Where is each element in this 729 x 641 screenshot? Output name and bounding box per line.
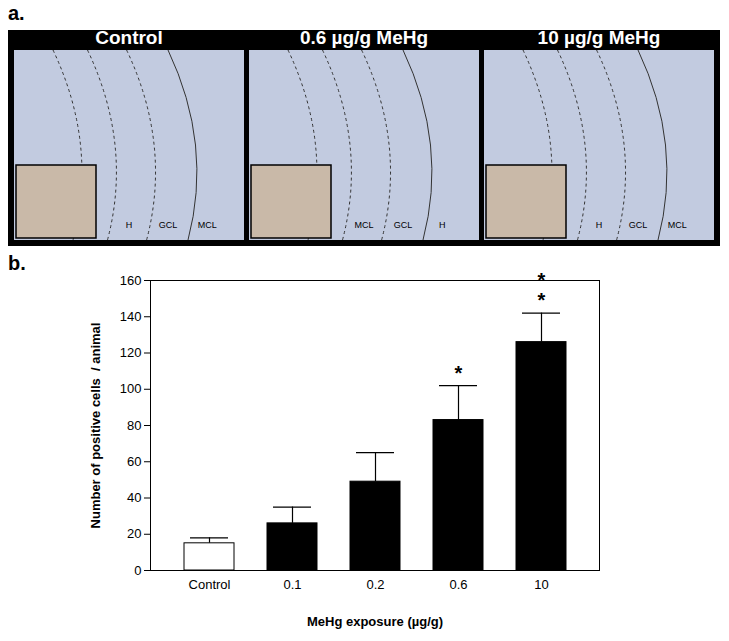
svg-text:20: 20 bbox=[127, 526, 141, 541]
svg-text:H: H bbox=[596, 220, 603, 230]
svg-text:80: 80 bbox=[127, 418, 141, 433]
svg-text:MCL: MCL bbox=[668, 220, 687, 230]
svg-text:0.1: 0.1 bbox=[283, 577, 301, 592]
svg-text:H: H bbox=[439, 220, 446, 230]
svg-text:GCL: GCL bbox=[629, 220, 648, 230]
svg-text:140: 140 bbox=[120, 309, 142, 324]
svg-text:40: 40 bbox=[127, 490, 141, 505]
svg-text:120: 120 bbox=[120, 345, 142, 360]
svg-text:0.6 µg/g MeHg: 0.6 µg/g MeHg bbox=[300, 27, 428, 48]
svg-text:0.2: 0.2 bbox=[366, 577, 384, 592]
svg-text:160: 160 bbox=[120, 273, 142, 288]
svg-text:0: 0 bbox=[134, 563, 141, 578]
svg-text:Control: Control bbox=[189, 577, 231, 592]
svg-text:a.: a. bbox=[8, 2, 25, 24]
svg-text:60: 60 bbox=[127, 454, 141, 469]
svg-text:100: 100 bbox=[120, 381, 142, 396]
html-text:b.: b. bbox=[8, 252, 26, 274]
svg-text:GCL: GCL bbox=[394, 220, 413, 230]
svg-text:Control: Control bbox=[95, 27, 163, 48]
svg-text:H: H bbox=[126, 220, 133, 230]
svg-text:10: 10 bbox=[534, 577, 548, 592]
svg-text:Number of positive cells / an: Number of positive cells / animal bbox=[88, 323, 103, 529]
svg-text:10 µg/g MeHg: 10 µg/g MeHg bbox=[538, 27, 661, 48]
svg-text:**: ** bbox=[538, 269, 546, 311]
svg-text:*: * bbox=[455, 362, 463, 384]
svg-text:0.6: 0.6 bbox=[449, 577, 467, 592]
svg-text:MCL: MCL bbox=[354, 220, 373, 230]
svg-text:MeHg exposure (µg/g): MeHg exposure (µg/g) bbox=[307, 614, 443, 629]
svg-text:MCL: MCL bbox=[198, 220, 217, 230]
svg-text:GCL: GCL bbox=[159, 220, 178, 230]
